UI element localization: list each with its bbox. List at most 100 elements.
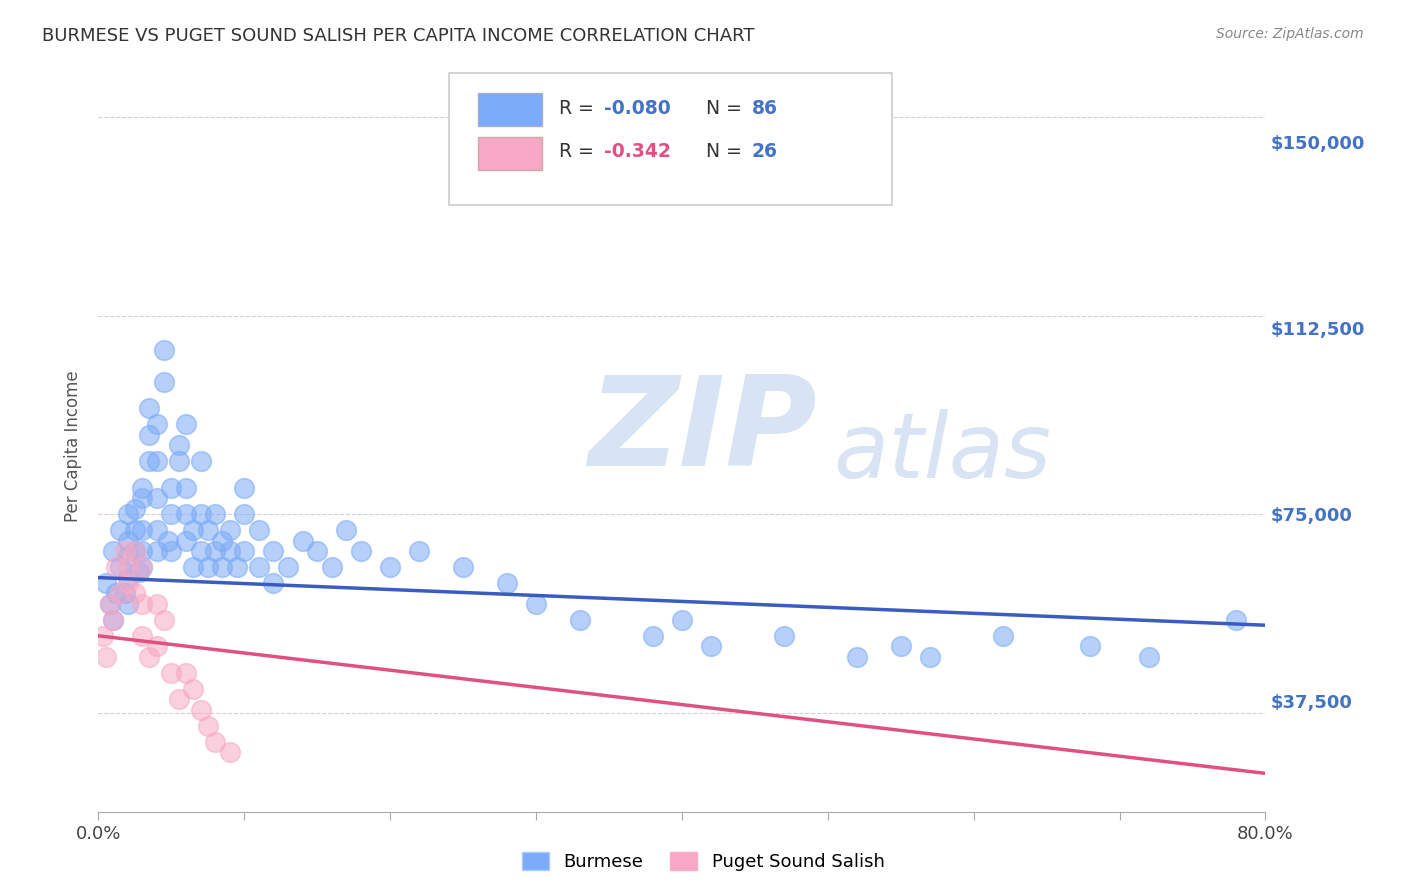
- Text: ZIP: ZIP: [633, 376, 862, 497]
- Point: [546, 572, 568, 586]
- Point: [198, 582, 221, 596]
- Point: [219, 632, 242, 646]
- Point: [396, 522, 419, 536]
- Point: [179, 607, 201, 621]
- Point: [315, 557, 337, 571]
- Point: [267, 706, 290, 720]
- Text: R =: R =: [606, 165, 647, 184]
- Point: [176, 591, 198, 606]
- FancyBboxPatch shape: [530, 161, 591, 192]
- Point: [205, 557, 228, 571]
- Point: [198, 542, 221, 557]
- Point: [231, 533, 253, 547]
- Point: [614, 607, 637, 621]
- Point: [342, 557, 364, 571]
- Point: [232, 542, 254, 557]
- Point: [246, 423, 269, 437]
- Point: [274, 721, 297, 735]
- Point: [186, 557, 208, 571]
- Point: [205, 622, 228, 636]
- Point: [181, 582, 204, 596]
- Point: [191, 508, 214, 522]
- Point: [914, 632, 936, 646]
- Point: [181, 557, 204, 571]
- Point: [409, 542, 432, 557]
- Point: [191, 591, 214, 606]
- Point: [941, 641, 963, 656]
- Point: [287, 542, 309, 557]
- Point: [198, 502, 221, 516]
- Point: [176, 591, 198, 606]
- Point: [368, 542, 391, 557]
- Point: [172, 641, 194, 656]
- Point: [574, 591, 596, 606]
- Point: [205, 542, 228, 557]
- Text: -0.080: -0.080: [648, 124, 714, 143]
- Point: [267, 557, 290, 571]
- Point: [212, 641, 235, 656]
- Text: Source: ZipAtlas.com: Source: ZipAtlas.com: [1216, 27, 1364, 41]
- Point: [301, 508, 323, 522]
- Point: [710, 607, 733, 621]
- Point: [280, 533, 302, 547]
- Point: [232, 483, 254, 497]
- Point: [267, 522, 290, 536]
- Text: 26: 26: [786, 165, 811, 184]
- Point: [437, 557, 460, 571]
- Point: [287, 522, 309, 536]
- Point: [188, 582, 211, 596]
- Point: [219, 458, 242, 472]
- Point: [205, 557, 228, 571]
- Point: [226, 383, 249, 397]
- Point: [205, 522, 228, 536]
- Legend: Burmese, Puget Sound Salish: Burmese, Puget Sound Salish: [515, 845, 891, 879]
- Point: [260, 508, 283, 522]
- Text: 86: 86: [786, 124, 811, 143]
- Text: N =: N =: [731, 124, 786, 143]
- Point: [191, 572, 214, 586]
- Point: [169, 622, 191, 636]
- Point: [179, 542, 201, 557]
- Point: [212, 458, 235, 472]
- Point: [328, 572, 350, 586]
- Point: [179, 607, 201, 621]
- Point: [301, 483, 323, 497]
- Point: [239, 458, 262, 472]
- Point: [1091, 632, 1114, 646]
- Point: [382, 557, 405, 571]
- Point: [260, 458, 283, 472]
- Text: atlas: atlas: [862, 413, 1080, 501]
- Point: [202, 562, 225, 576]
- Text: N =: N =: [731, 165, 786, 184]
- Point: [205, 591, 228, 606]
- Text: -0.342: -0.342: [648, 165, 714, 184]
- Point: [212, 408, 235, 422]
- Point: [186, 522, 208, 536]
- Point: [188, 542, 211, 557]
- Point: [191, 567, 214, 582]
- Point: [226, 353, 249, 368]
- Point: [260, 691, 283, 706]
- Point: [505, 557, 527, 571]
- Point: [219, 542, 242, 557]
- Y-axis label: Per Capita Income: Per Capita Income: [65, 375, 83, 526]
- Point: [219, 591, 242, 606]
- Point: [246, 533, 269, 547]
- FancyBboxPatch shape: [503, 100, 917, 224]
- Point: [172, 572, 194, 586]
- Point: [682, 622, 704, 636]
- Point: [356, 533, 378, 547]
- Point: [253, 672, 276, 686]
- Point: [260, 542, 283, 557]
- Point: [198, 542, 221, 557]
- Point: [287, 731, 309, 745]
- Point: [212, 433, 235, 447]
- Point: [186, 582, 208, 596]
- Point: [191, 547, 214, 561]
- Point: [280, 557, 302, 571]
- Text: BURMESE VS PUGET SOUND SALISH PER CAPITA INCOME CORRELATION CHART: BURMESE VS PUGET SOUND SALISH PER CAPITA…: [42, 27, 755, 45]
- Point: [315, 522, 337, 536]
- Point: [219, 522, 242, 536]
- Point: [191, 557, 214, 571]
- Point: [226, 607, 249, 621]
